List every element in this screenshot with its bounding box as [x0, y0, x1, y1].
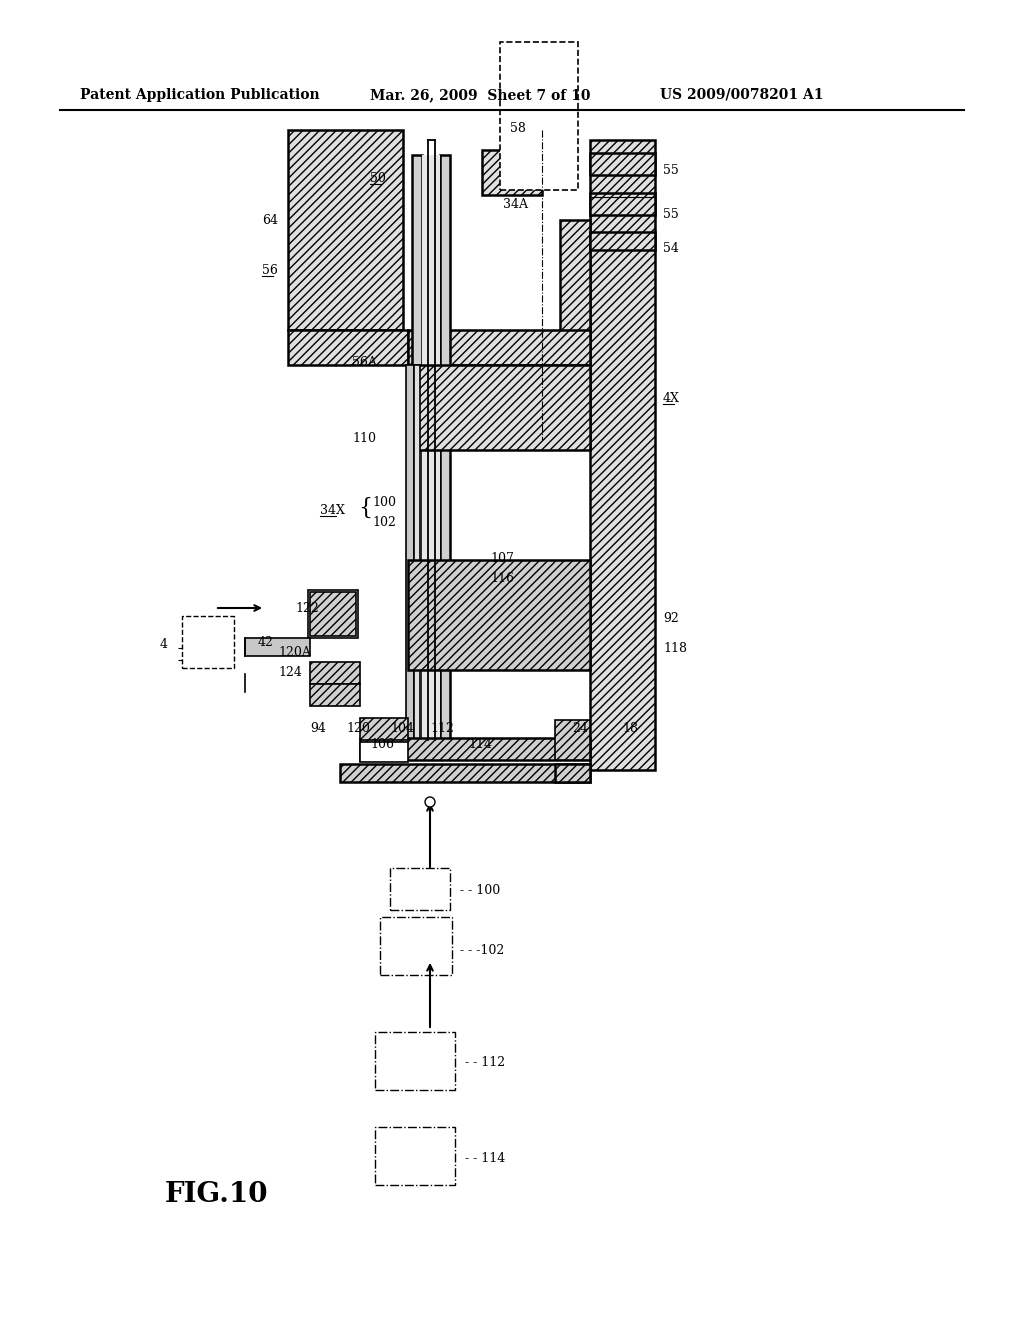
Text: 24: 24	[572, 722, 588, 734]
Text: {: {	[358, 498, 372, 519]
Bar	[308, 590, 358, 638]
Text: 102: 102	[372, 516, 396, 529]
Text: 55: 55	[663, 209, 679, 222]
Bar	[422, 154, 440, 750]
Text: 94: 94	[310, 722, 326, 734]
Text: 50: 50	[370, 172, 386, 185]
Text: 34X: 34X	[319, 503, 345, 516]
Text: 116: 116	[490, 572, 514, 585]
Circle shape	[425, 797, 435, 807]
Text: 18: 18	[622, 722, 638, 734]
Bar	[590, 232, 655, 249]
Text: 104: 104	[390, 722, 414, 734]
Text: 112: 112	[430, 722, 454, 734]
Text: 56: 56	[262, 264, 278, 276]
Bar	[406, 366, 414, 744]
Bar	[310, 591, 356, 636]
Bar	[310, 684, 360, 706]
Bar	[288, 330, 408, 366]
Text: 58: 58	[510, 121, 526, 135]
Bar	[590, 140, 655, 770]
Bar	[408, 560, 590, 671]
Bar	[440, 154, 450, 750]
Text: 4: 4	[160, 638, 168, 651]
Text: 122: 122	[295, 602, 318, 615]
Bar	[590, 193, 655, 215]
Bar	[310, 663, 360, 684]
Text: 120A: 120A	[278, 645, 311, 659]
Bar	[555, 719, 590, 760]
Bar	[555, 764, 590, 781]
Bar	[560, 220, 590, 335]
Bar	[408, 330, 590, 366]
Text: 42: 42	[258, 635, 273, 648]
Bar	[390, 869, 450, 909]
Text: US 2009/0078201 A1: US 2009/0078201 A1	[660, 88, 823, 102]
Bar	[360, 718, 408, 741]
Bar	[412, 154, 422, 750]
Text: 64: 64	[262, 214, 278, 227]
Bar	[375, 1127, 455, 1185]
Bar	[482, 150, 542, 195]
Bar	[500, 42, 578, 190]
Bar	[288, 129, 403, 330]
Text: 106: 106	[370, 738, 394, 751]
Text: - - -102: - - -102	[460, 944, 504, 957]
Text: 56A: 56A	[352, 355, 377, 368]
Text: - - 114: - - 114	[465, 1151, 505, 1164]
Text: Mar. 26, 2009  Sheet 7 of 10: Mar. 26, 2009 Sheet 7 of 10	[370, 88, 591, 102]
Text: 114: 114	[468, 738, 492, 751]
Text: 110: 110	[352, 432, 376, 445]
Text: 55: 55	[663, 164, 679, 177]
Bar	[182, 616, 234, 668]
Text: - - 112: - - 112	[465, 1056, 505, 1069]
Bar	[375, 1032, 455, 1090]
Text: - - 100: - - 100	[460, 883, 501, 896]
Bar	[414, 366, 420, 744]
Bar	[360, 738, 590, 760]
Text: 92: 92	[663, 611, 679, 624]
Bar	[408, 366, 590, 450]
Text: 34A: 34A	[503, 198, 528, 211]
Bar	[590, 153, 655, 176]
Text: 54: 54	[663, 242, 679, 255]
Text: FIG.10: FIG.10	[165, 1181, 268, 1209]
Text: 124: 124	[278, 665, 302, 678]
Text: 4X: 4X	[663, 392, 680, 404]
Text: 107: 107	[490, 552, 514, 565]
Text: 120: 120	[346, 722, 370, 734]
Text: 100: 100	[372, 496, 396, 510]
Bar	[245, 638, 310, 656]
Bar	[380, 917, 452, 975]
Bar	[360, 742, 408, 762]
Text: 118: 118	[663, 642, 687, 655]
Text: Patent Application Publication: Patent Application Publication	[80, 88, 319, 102]
Bar	[340, 764, 590, 781]
